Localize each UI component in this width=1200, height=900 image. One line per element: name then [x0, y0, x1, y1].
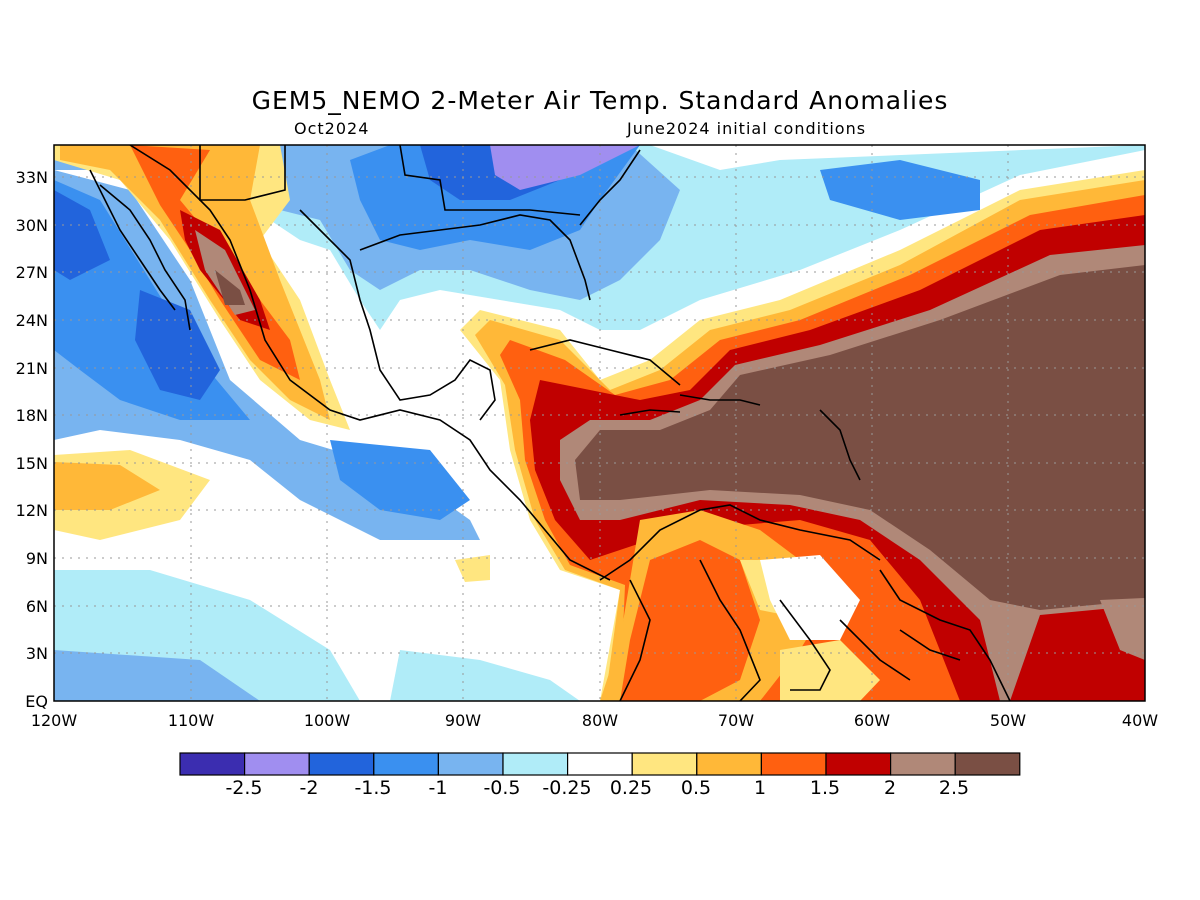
- colorbar-label: -1: [428, 777, 448, 799]
- y-tick-label: 33N: [15, 168, 48, 187]
- x-tick-label: 90W: [444, 711, 482, 730]
- x-tick-label: 100W: [303, 711, 351, 730]
- colorbar-swatch: [889, 752, 956, 776]
- x-tick-label: 80W: [581, 711, 619, 730]
- x-tick-label: 40W: [1121, 711, 1159, 730]
- colorbar: [179, 752, 1021, 776]
- y-tick-label: EQ: [25, 692, 48, 711]
- colorbar-label: -1.5: [354, 777, 392, 799]
- initial-conditions: June2024 initial conditions: [627, 119, 867, 138]
- anomaly-region: [390, 650, 580, 701]
- colorbar-swatch: [373, 752, 439, 776]
- y-tick-label: 27N: [15, 263, 48, 282]
- x-tick-label: 50W: [989, 711, 1027, 730]
- colorbar-label: 0.25: [609, 777, 653, 799]
- colorbar-swatch: [308, 752, 375, 776]
- colorbar-swatch: [825, 752, 892, 776]
- y-tick-label: 6N: [25, 597, 48, 616]
- colorbar-label: -2.5: [225, 777, 263, 799]
- anomaly-region: [620, 540, 760, 701]
- colorbar-label: 2.5: [938, 777, 970, 799]
- anomaly-region: [215, 270, 245, 305]
- colorbar-swatch: [502, 752, 569, 776]
- colorbar-swatch: [437, 752, 504, 776]
- anomaly-region: [575, 265, 1145, 610]
- colorbar-label: 1.5: [809, 777, 841, 799]
- anomaly-region: [54, 462, 160, 510]
- y-tick-label: 3N: [25, 644, 48, 663]
- y-tick-label: 9N: [25, 549, 48, 568]
- colorbar-swatch: [954, 752, 1021, 776]
- anomaly-region: [455, 555, 490, 582]
- y-tick-label: 18N: [15, 406, 48, 425]
- anomaly-region: [760, 555, 860, 640]
- coastlines: [89, 145, 1011, 701]
- colorbar-swatch: [244, 752, 310, 776]
- plot-frame: [53, 144, 1146, 702]
- x-tick-label: 70W: [717, 711, 755, 730]
- anomaly-region: [490, 145, 640, 190]
- colorbar-label: -2: [299, 777, 319, 799]
- colorbar-swatch: [566, 752, 633, 776]
- y-tick-label: 30N: [15, 216, 48, 235]
- x-tick-label: 120W: [30, 711, 78, 730]
- colorbar-swatch: [631, 752, 698, 776]
- anomaly-region: [54, 190, 110, 280]
- colorbar-label: -0.5: [483, 777, 521, 799]
- forecast-month: Oct2024: [294, 119, 370, 138]
- colorbar-label: -0.25: [542, 777, 592, 799]
- colorbar-label: 1: [753, 777, 767, 799]
- colorbar-swatch: [696, 752, 762, 776]
- colorbar-label: 0.5: [680, 777, 712, 799]
- anomaly-region: [1010, 605, 1145, 701]
- colorbar-swatch: [179, 752, 246, 776]
- y-tick-label: 15N: [15, 454, 48, 473]
- y-tick-label: 24N: [15, 311, 48, 330]
- grid-lines: [54, 145, 1145, 701]
- x-tick-label: 110W: [167, 711, 215, 730]
- colorbar-swatch: [760, 752, 827, 776]
- x-tick-label: 60W: [853, 711, 891, 730]
- map-title: GEM5_NEMO 2-Meter Air Temp. Standard Ano…: [251, 86, 949, 115]
- anomaly-field: [54, 145, 1145, 701]
- anomaly-region: [820, 160, 980, 220]
- y-tick-label: 12N: [15, 501, 48, 520]
- colorbar-label: 2: [883, 777, 897, 799]
- anomaly-region: [54, 650, 260, 701]
- y-tick-label: 21N: [15, 359, 48, 378]
- anomaly-region: [135, 290, 220, 400]
- anomaly-region: [330, 440, 470, 520]
- anomaly-region: [1100, 598, 1145, 660]
